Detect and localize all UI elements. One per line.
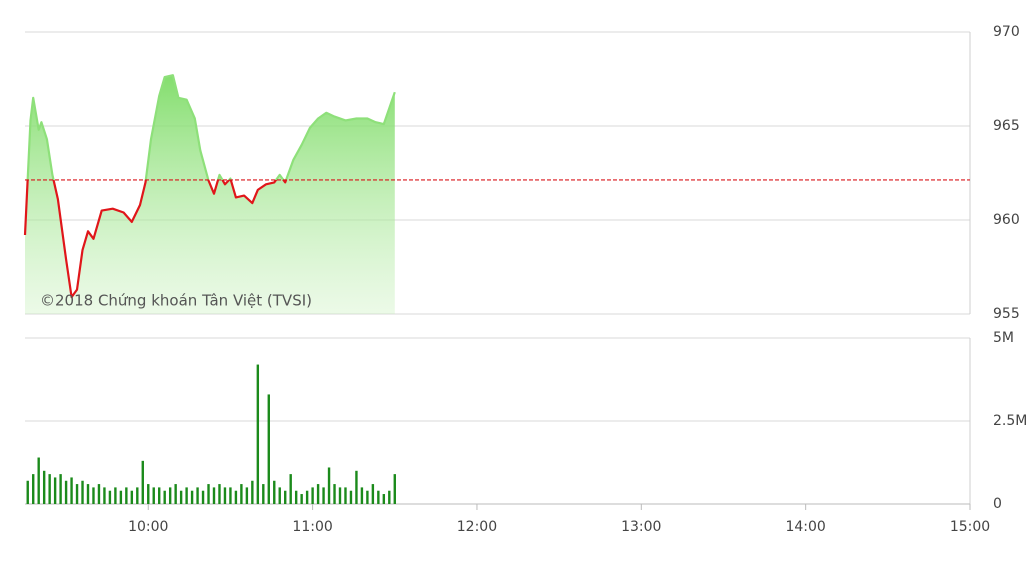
volume-bar bbox=[344, 487, 347, 504]
volume-bar bbox=[26, 480, 29, 504]
y-tick-label: 955 bbox=[993, 306, 1020, 322]
volume-bar bbox=[251, 480, 254, 504]
volume-bar bbox=[207, 484, 210, 504]
volume-bar bbox=[294, 490, 298, 504]
volume-bar bbox=[158, 487, 161, 504]
volume-bar bbox=[196, 487, 199, 504]
x-tick-label: 10:00 bbox=[128, 519, 168, 535]
volume-bar bbox=[388, 490, 391, 504]
volume-bar bbox=[147, 484, 150, 504]
y-tick-label: 970 bbox=[993, 24, 1020, 40]
volume-bar bbox=[201, 490, 205, 504]
volume-bar bbox=[141, 460, 144, 504]
y-tick-label: 960 bbox=[993, 212, 1020, 228]
volume-bar bbox=[333, 484, 336, 504]
volume-bar bbox=[163, 490, 166, 504]
volume-bar bbox=[360, 487, 364, 504]
volume-bar bbox=[393, 474, 396, 504]
volume-bar bbox=[70, 477, 73, 504]
volume-bar bbox=[152, 487, 155, 504]
volume-bar bbox=[338, 487, 342, 504]
volume-bar bbox=[174, 484, 177, 504]
volume-bar bbox=[212, 487, 216, 504]
volume-bar bbox=[245, 487, 249, 504]
volume-bar bbox=[289, 474, 292, 504]
volume-bar bbox=[125, 487, 128, 504]
volume-bar bbox=[108, 490, 112, 504]
y-tick-label: 2.5M bbox=[993, 413, 1027, 429]
volume-bar bbox=[267, 394, 270, 504]
volume-bar bbox=[42, 470, 46, 504]
volume-bar bbox=[218, 484, 221, 504]
y-tick-label: 5M bbox=[993, 330, 1014, 346]
volume-bar bbox=[185, 487, 188, 504]
volume-bar bbox=[53, 477, 57, 504]
volume-bar bbox=[382, 494, 386, 504]
volume-bar bbox=[48, 474, 51, 504]
volume-bar bbox=[97, 484, 101, 504]
price-area bbox=[25, 75, 395, 314]
volume-bar bbox=[377, 490, 380, 504]
volume-bar bbox=[262, 484, 265, 504]
volume-bar bbox=[273, 480, 276, 504]
volume-bar bbox=[366, 490, 369, 504]
volume-bar bbox=[371, 484, 375, 504]
volume-bar bbox=[311, 487, 314, 504]
volume-bar bbox=[179, 490, 183, 504]
y-tick-label: 965 bbox=[993, 118, 1020, 134]
volume-bar bbox=[130, 490, 134, 504]
volume-bar bbox=[316, 484, 320, 504]
x-tick-label: 11:00 bbox=[292, 519, 332, 535]
x-tick-label: 13:00 bbox=[621, 519, 661, 535]
x-tick-label: 14:00 bbox=[785, 519, 825, 535]
volume-bar bbox=[327, 467, 331, 504]
volume-bar bbox=[305, 490, 309, 504]
volume-bar bbox=[234, 490, 238, 504]
volume-bar bbox=[114, 487, 117, 504]
volume-bar bbox=[284, 490, 287, 504]
volume-bar bbox=[355, 470, 358, 504]
volume-bar bbox=[64, 480, 68, 504]
volume-bar bbox=[256, 364, 260, 504]
volume-bar bbox=[349, 490, 353, 504]
x-tick-label: 15:00 bbox=[950, 519, 990, 535]
volume-bar bbox=[103, 487, 106, 504]
volume-bar bbox=[136, 487, 139, 504]
volume-bar bbox=[75, 484, 79, 504]
volume-bar bbox=[300, 494, 303, 504]
volume-bar bbox=[59, 474, 62, 504]
volume-bar bbox=[81, 480, 84, 504]
volume-bar bbox=[168, 487, 172, 504]
volume-bar bbox=[92, 487, 95, 504]
volume-bar bbox=[86, 484, 90, 504]
volume-bar bbox=[322, 487, 325, 504]
volume-bar bbox=[229, 487, 232, 504]
volume-bar bbox=[240, 484, 243, 504]
watermark: ©2018 Chứng khoán Tân Việt (TVSI) bbox=[40, 292, 312, 310]
volume-bar bbox=[223, 487, 227, 504]
price-line bbox=[23, 74, 396, 299]
volume-bar bbox=[190, 490, 194, 504]
x-tick-label: 12:00 bbox=[457, 519, 497, 535]
volume-bar bbox=[278, 487, 281, 504]
volume-bar bbox=[119, 490, 123, 504]
volume-bar bbox=[32, 474, 35, 504]
y-tick-label: 0 bbox=[993, 496, 1002, 512]
volume-bar bbox=[37, 457, 40, 504]
